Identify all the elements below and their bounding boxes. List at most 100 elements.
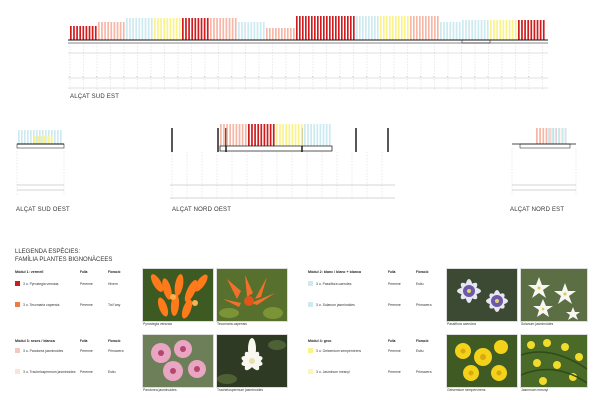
svg-text:▪: ▪	[528, 76, 529, 78]
species-bloom: Primavera	[416, 370, 432, 374]
svg-text:▪: ▪	[366, 76, 367, 78]
species-name: 3 u. Solanum jasminoides	[316, 303, 355, 307]
planter-module	[548, 128, 567, 144]
svg-text:▪: ▪	[420, 76, 421, 78]
species-leaf: Perenne	[80, 370, 93, 374]
svg-text:▪: ▪	[245, 76, 246, 78]
planter-module	[304, 124, 331, 146]
planter-module	[126, 18, 153, 40]
planter-module	[276, 124, 303, 146]
species-swatch	[15, 369, 20, 374]
svg-text:▪: ▪	[204, 76, 205, 78]
white-jasmine-flower-icon	[217, 335, 287, 387]
photo-trachelospermum-jasminoides	[216, 334, 288, 388]
photo-passiflora-caerulea	[446, 268, 518, 322]
species-swatch	[308, 302, 313, 307]
svg-text:▪: ▪	[110, 76, 111, 78]
photo-pyrostegia-venusta	[142, 268, 214, 322]
svg-text:▪: ▪	[488, 76, 489, 78]
svg-text:▪: ▪	[218, 76, 219, 78]
planter-module	[18, 130, 62, 144]
species-bloom: Primavera	[108, 349, 124, 353]
photo-pandorea-jasminoides	[142, 334, 214, 388]
svg-text:▪: ▪	[164, 76, 165, 78]
photo-caption: Tecomaria capensis	[217, 322, 247, 326]
elevation-title-north-west: ALÇAT NORD OEST	[172, 207, 232, 213]
planter-module	[296, 16, 325, 40]
svg-text:▪: ▪	[434, 76, 435, 78]
species-swatch	[308, 369, 313, 374]
planter-module	[440, 22, 461, 40]
yellow-trumpet-flowers-icon	[447, 335, 517, 387]
photo-gelsemium-sempervirens	[446, 334, 518, 388]
species-bloom: Estiu	[108, 370, 116, 374]
species-name: 3 u. Pyrostegia venusta	[23, 282, 59, 286]
svg-text:▪: ▪	[339, 76, 340, 78]
photo-tecomaria-capensis	[216, 268, 288, 322]
species-name: 3 u. Jasminum mesnyi	[316, 370, 350, 374]
planter-module	[462, 20, 489, 40]
species-swatch	[308, 281, 313, 286]
svg-text:▪: ▪	[380, 76, 381, 78]
species-swatch	[15, 281, 20, 286]
column-header-bloom: Floració	[416, 270, 429, 274]
svg-text:▪: ▪	[447, 76, 448, 78]
planter-module	[490, 20, 517, 40]
column-header-leaf: Fulla	[388, 270, 396, 274]
planter-module	[34, 136, 53, 144]
svg-text:▪: ▪	[515, 76, 516, 78]
svg-text:▪: ▪	[299, 76, 300, 78]
column-header-leaf: Fulla	[80, 270, 88, 274]
svg-text:▪: ▪	[83, 76, 84, 78]
species-leaf: Perenne	[80, 282, 93, 286]
elevation-title-south-west: ALÇAT SUD OEST	[16, 207, 70, 213]
svg-text:▪: ▪	[123, 76, 124, 78]
orange-flower-cluster-icon	[217, 269, 287, 321]
svg-text:▪: ▪	[177, 76, 178, 78]
svg-text:▪: ▪	[326, 76, 327, 78]
svg-text:▪: ▪	[461, 76, 462, 78]
planter-module	[220, 124, 247, 146]
species-name: 3 u. Pandorea jasminoides	[23, 349, 64, 353]
svg-text:▪: ▪	[258, 76, 259, 78]
photo-solanum-jasminoides	[520, 268, 588, 322]
svg-text:▪: ▪	[312, 76, 313, 78]
column-header-bloom: Floració	[108, 270, 121, 274]
planter-module	[410, 16, 439, 40]
elevation-title-south-east: ALÇAT SUD EST	[70, 94, 120, 100]
svg-text:▪: ▪	[137, 76, 138, 78]
species-leaf: Perenne	[80, 303, 93, 307]
species-leaf: Perenne	[388, 303, 401, 307]
species-swatch	[308, 348, 313, 353]
white-star-flowers-icon	[521, 269, 587, 321]
legend-title: LLEGENDA ESPÈCIES:	[15, 249, 81, 255]
svg-text:▪: ▪	[231, 76, 232, 78]
planter-module	[518, 20, 545, 40]
svg-text:▪: ▪	[69, 76, 70, 78]
species-leaf: Perenne	[80, 349, 93, 353]
column-header-leaf: Fulla	[80, 339, 88, 343]
svg-text:▪: ▪	[150, 76, 151, 78]
svg-text:▪: ▪	[474, 76, 475, 78]
planter-module	[210, 18, 237, 40]
passion-flower-icon	[447, 269, 517, 321]
species-name: 3 u. Trachelospermum jasminoides	[23, 370, 76, 374]
svg-text:▪: ▪	[407, 76, 408, 78]
photo-caption: Gelsemium sempervirens	[447, 388, 486, 392]
svg-text:▪: ▪	[393, 76, 394, 78]
planter-module	[380, 16, 409, 40]
pink-trumpet-flowers-icon	[143, 335, 213, 387]
photo-caption: Solanum jasminoides	[521, 322, 554, 326]
photo-caption: Pandorea jasminoides	[143, 388, 177, 392]
planter-module	[154, 18, 181, 40]
species-leaf: Perenne	[388, 282, 401, 286]
column-header-leaf: Fulla	[388, 339, 396, 343]
planter-module	[326, 16, 355, 40]
elevation-title-north-east: ALÇAT NORD EST	[510, 207, 565, 213]
planter-module	[266, 28, 295, 40]
orange-tubular-flowers-icon	[143, 269, 213, 321]
photo-caption: Passiflora caerulea	[447, 322, 476, 326]
module-title: Mòdul 3: roses / blanca	[15, 339, 55, 343]
svg-text:▪: ▪	[542, 76, 543, 78]
species-bloom: Hivern	[108, 282, 118, 286]
